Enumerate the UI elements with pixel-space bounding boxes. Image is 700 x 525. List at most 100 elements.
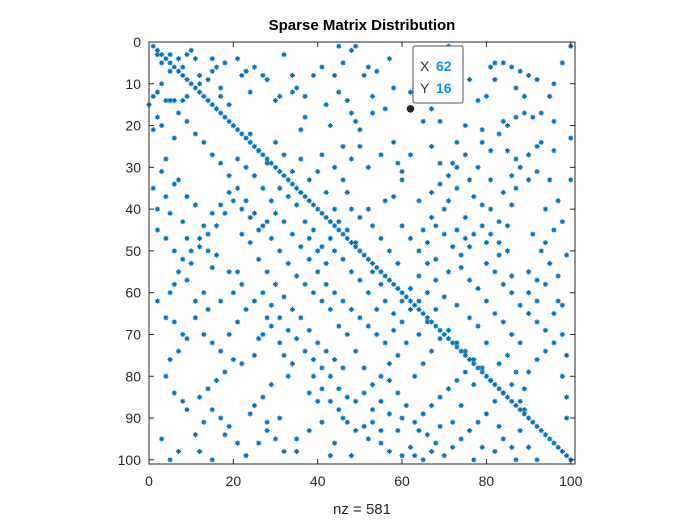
data-point <box>281 219 287 225</box>
data-point <box>559 302 565 308</box>
y-tick-label: 40 <box>125 201 141 217</box>
data-point <box>386 448 393 455</box>
data-point <box>209 340 215 346</box>
data-point <box>294 448 300 455</box>
data-point <box>175 56 182 62</box>
data-point <box>213 252 220 258</box>
data-point <box>420 227 426 233</box>
diagonal-point <box>226 118 232 124</box>
diagonal-point <box>272 164 279 170</box>
data-point <box>159 122 165 129</box>
data-point <box>251 64 258 70</box>
data-point <box>306 390 312 396</box>
data-point <box>192 202 198 208</box>
data-point <box>340 365 346 371</box>
diagonal-point <box>192 85 198 91</box>
data-point <box>412 453 418 459</box>
data-point <box>454 227 460 233</box>
data-point <box>365 323 371 329</box>
data-point <box>306 327 312 333</box>
data-point <box>234 56 241 62</box>
data-point <box>513 369 519 375</box>
data-point <box>357 277 363 283</box>
data-point <box>302 93 308 99</box>
data-point <box>496 131 502 137</box>
data-point <box>471 382 477 388</box>
data-point <box>551 118 557 124</box>
data-point <box>403 402 409 409</box>
diagonal-point <box>369 260 376 267</box>
data-point <box>416 273 422 279</box>
data-point <box>399 177 405 183</box>
data-point <box>323 348 329 354</box>
data-point <box>180 256 186 262</box>
data-point <box>441 231 447 237</box>
diagonal-point <box>197 89 203 95</box>
data-point <box>386 56 393 62</box>
data-point <box>171 181 177 187</box>
data-point <box>294 273 300 279</box>
data-point <box>353 239 359 246</box>
data-point <box>365 164 371 170</box>
data-point <box>218 93 224 99</box>
data-point <box>331 440 338 446</box>
data-point <box>218 85 224 91</box>
data-point <box>150 93 156 99</box>
diagonal-point <box>374 265 380 271</box>
data-point <box>310 72 317 79</box>
x-tick-label: 20 <box>226 473 242 489</box>
diagonal-point <box>150 43 156 49</box>
data-point <box>222 60 228 66</box>
data-point <box>399 415 405 421</box>
data-point <box>251 352 258 358</box>
data-point <box>509 290 515 296</box>
data-point <box>407 152 414 158</box>
data-point <box>226 423 232 429</box>
data-point <box>382 106 388 112</box>
data-point <box>504 352 511 358</box>
data-point <box>243 453 249 459</box>
data-point <box>509 331 515 338</box>
data-point <box>340 256 346 262</box>
data-point <box>386 377 393 384</box>
diagonal-point <box>163 56 169 62</box>
data-point <box>315 340 321 346</box>
data-point <box>201 223 207 229</box>
data-point <box>180 331 186 338</box>
data-point <box>378 440 384 446</box>
diagonal-point <box>218 110 224 116</box>
data-point <box>167 51 173 58</box>
data-point <box>437 336 443 342</box>
diagonal-point <box>184 77 190 83</box>
data-point <box>163 193 169 200</box>
data-point <box>331 248 338 254</box>
data-point <box>500 189 506 196</box>
diagonal-point <box>285 177 291 183</box>
diagonal-point <box>504 394 511 400</box>
data-point <box>403 340 409 346</box>
data-point <box>209 265 215 271</box>
data-point <box>192 315 198 321</box>
data-point <box>378 235 384 241</box>
data-point <box>500 60 506 66</box>
diagonal-point <box>492 382 498 388</box>
data-point <box>555 298 561 304</box>
data-point <box>416 248 422 254</box>
diagonal-point <box>230 122 236 129</box>
diagonal-point <box>555 444 561 450</box>
data-point <box>256 440 262 446</box>
diagonal-point <box>365 256 371 262</box>
diagonal-point <box>243 135 249 141</box>
data-point <box>462 152 468 158</box>
diagonal-point <box>563 453 570 459</box>
data-point <box>218 415 224 421</box>
datatip[interactable]: X 62 Y 16 <box>406 45 464 113</box>
data-point <box>234 440 241 446</box>
data-point <box>323 102 329 108</box>
data-point <box>277 340 283 346</box>
data-point <box>365 64 371 70</box>
data-point <box>180 64 186 70</box>
data-point <box>247 214 253 221</box>
data-point <box>327 453 333 459</box>
data-point <box>466 427 473 434</box>
